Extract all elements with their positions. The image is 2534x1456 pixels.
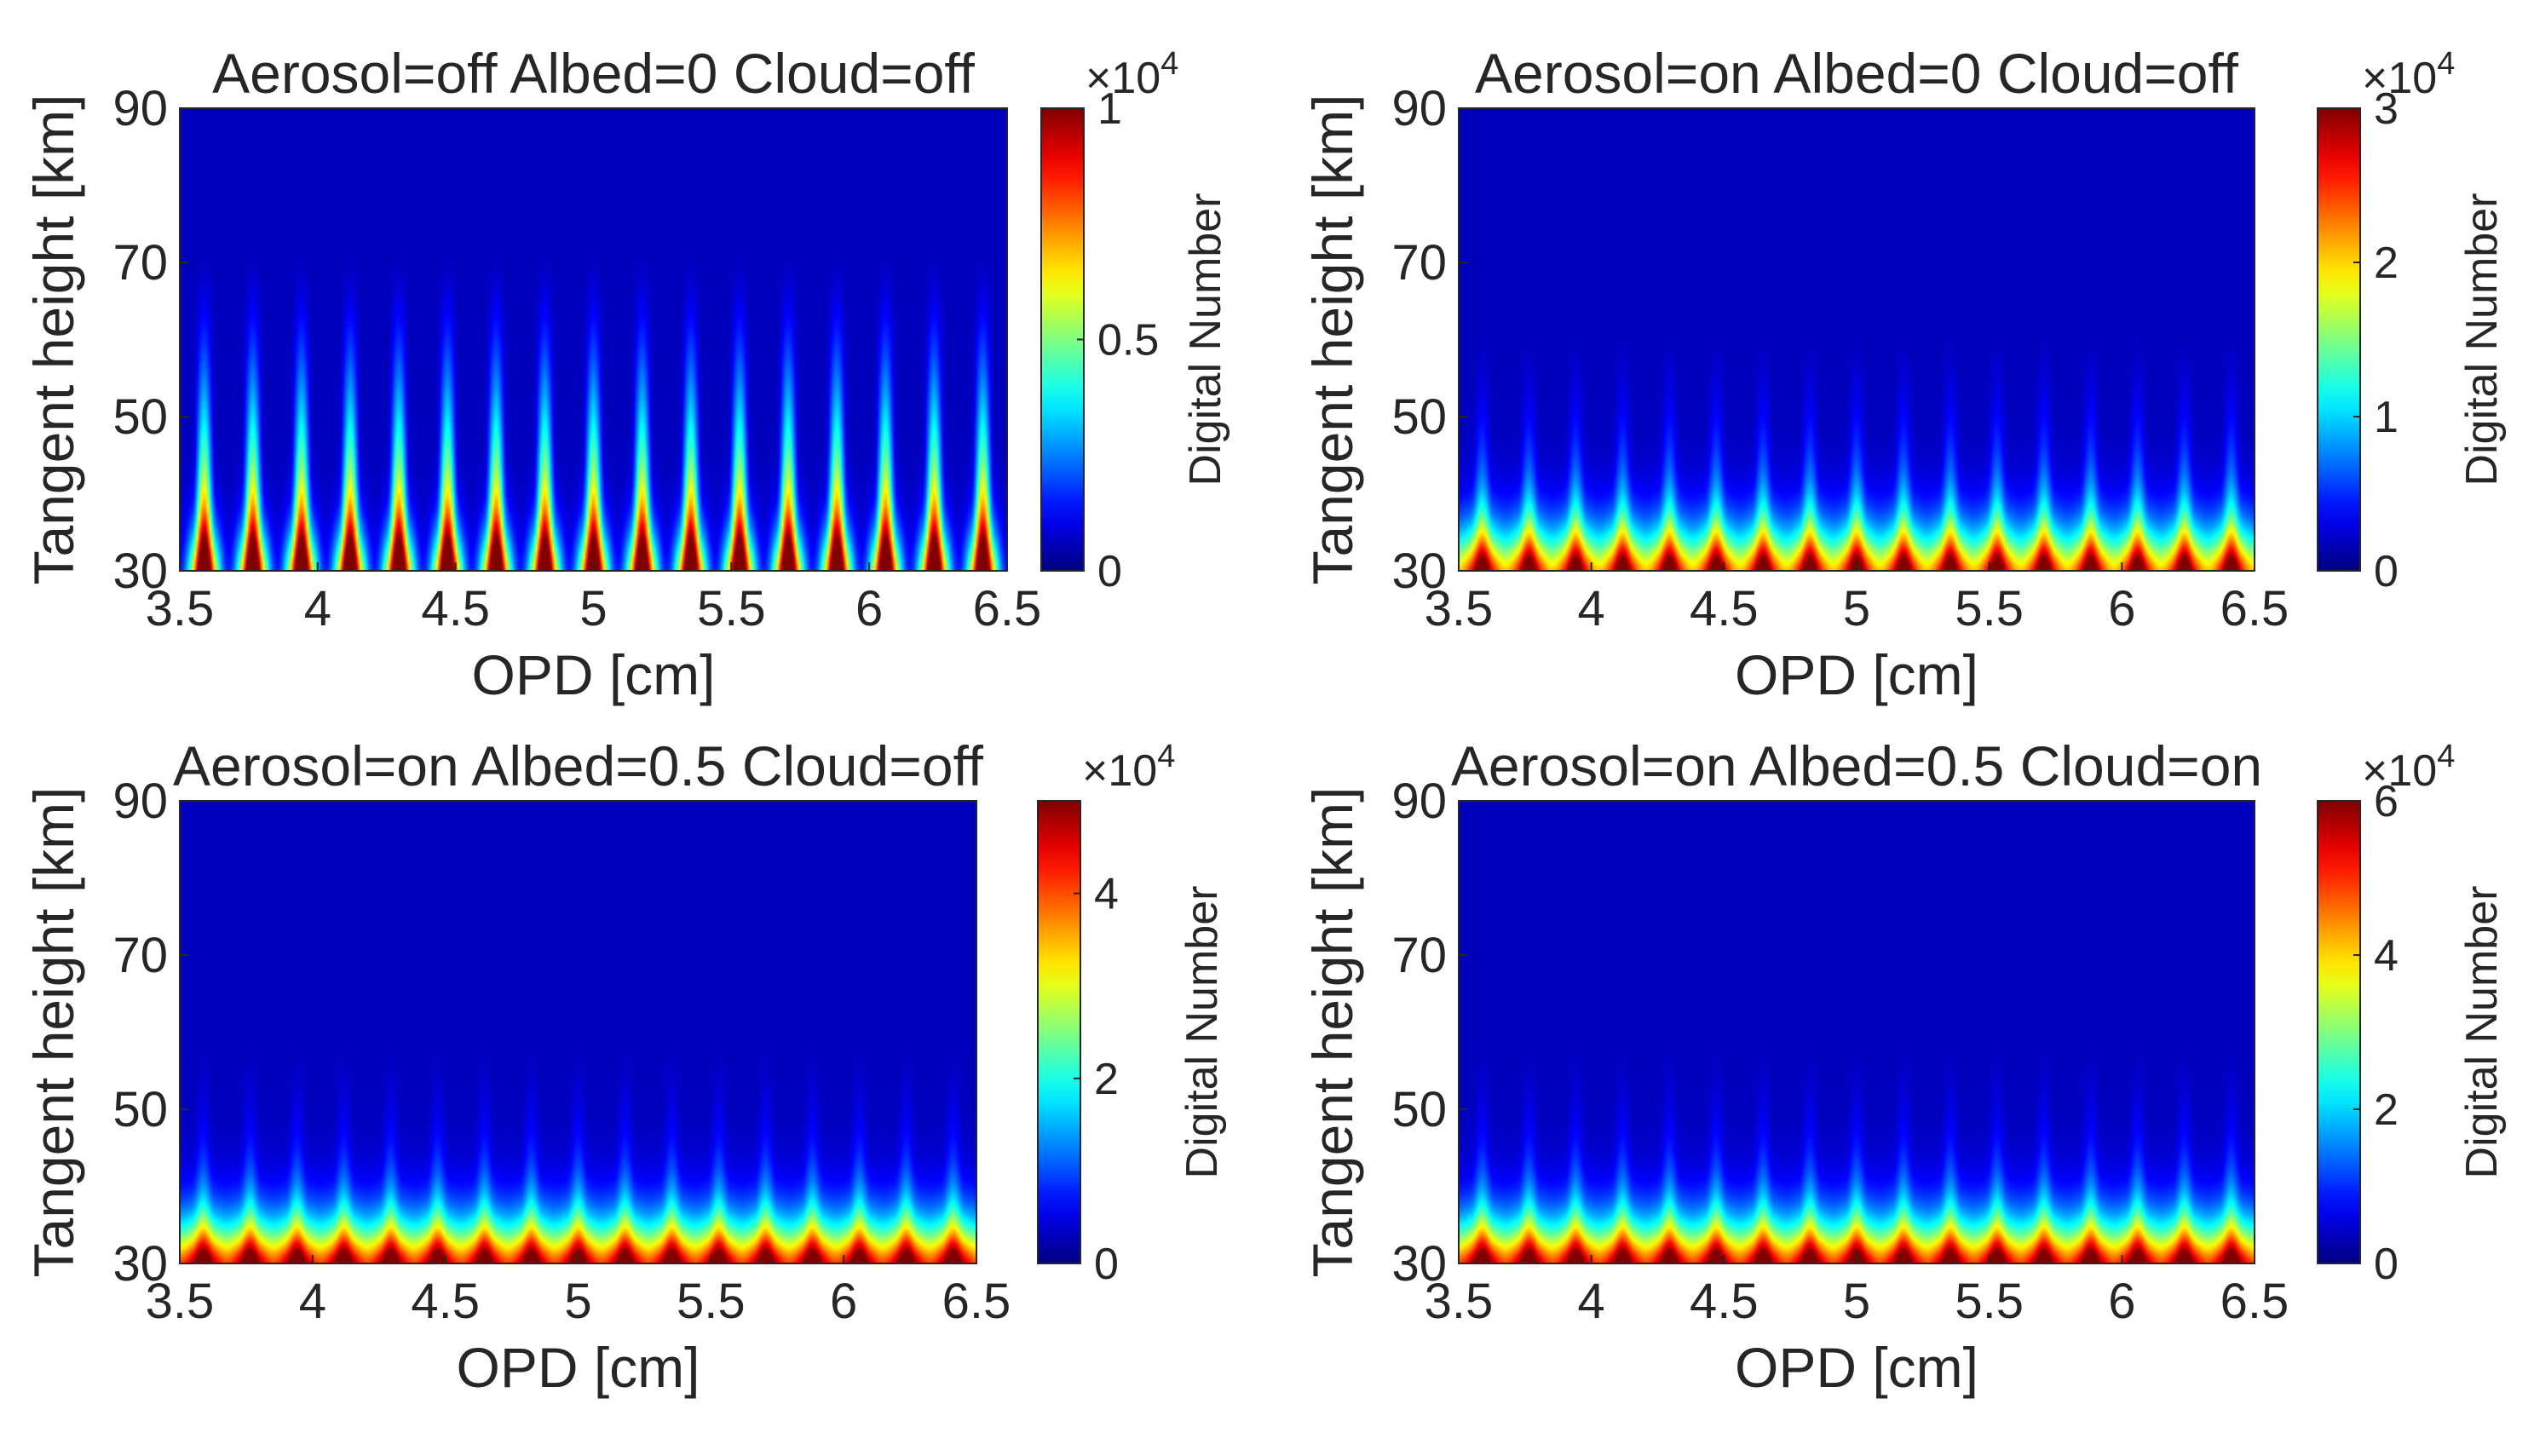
heatmap-image bbox=[180, 801, 976, 1263]
axes-frame bbox=[179, 107, 1008, 572]
y-tick-label: 30 bbox=[112, 544, 168, 599]
colorbar-tick-label: 4 bbox=[1094, 870, 1119, 919]
heatmap-panel-4: Aerosol=on Albed=0.5 Cloud=on 3.5 4 4.5 5 5.5… bbox=[1301, 734, 2507, 1399]
y-tick-label: 90 bbox=[112, 81, 168, 136]
colorbar-tick-label: 1 bbox=[2374, 393, 2399, 442]
panel-title: Aerosol=on Albed=0.5 Cloud=off bbox=[173, 734, 984, 797]
panel-title: Aerosol=off Albed=0 Cloud=off bbox=[212, 42, 975, 105]
heatmap-image bbox=[1459, 801, 2255, 1263]
y-axis-label: Tangent height [km] bbox=[1301, 94, 1364, 584]
axes-frame bbox=[1458, 107, 2255, 572]
y-tick-label: 90 bbox=[112, 774, 168, 829]
colorbar-tick-label: 3 bbox=[2374, 84, 2399, 134]
x-tick-label: 6 bbox=[855, 581, 883, 636]
y-tick-label: 70 bbox=[1391, 235, 1447, 291]
y-axis-label: Tangent height [km] bbox=[22, 94, 85, 584]
colorbar-tick-label: 2 bbox=[1094, 1055, 1119, 1104]
panel-title: Aerosol=on Albed=0.5 Cloud=on bbox=[1451, 734, 2262, 797]
x-tick-label: 5 bbox=[1843, 1274, 1870, 1329]
colorbar-label: Digital Number bbox=[1178, 886, 1227, 1179]
x-tick-label: 6.5 bbox=[2220, 581, 2289, 636]
x-tick-label: 4 bbox=[304, 581, 331, 636]
y-tick-label: 50 bbox=[1391, 1082, 1447, 1137]
panel-title: Aerosol=on Albed=0 Cloud=off bbox=[1475, 42, 2239, 105]
y-tick-label: 70 bbox=[1391, 928, 1447, 983]
y-tick-label: 70 bbox=[112, 928, 168, 983]
colorbar-exponent-label: ×104 bbox=[2362, 739, 2455, 796]
x-tick-label: 4 bbox=[299, 1274, 326, 1329]
colorbar-exponent-label: ×104 bbox=[1086, 46, 1178, 103]
x-axis-label: OPD [cm] bbox=[456, 1336, 700, 1399]
colorbar-tick-label: 0 bbox=[1097, 547, 1122, 596]
x-tick-label: 5.5 bbox=[697, 581, 766, 636]
y-tick-label: 30 bbox=[112, 1236, 168, 1292]
heatmap-panel-1: Aerosol=off Albed=0 Cloud=off 3.5 4 4.5 5 5.5… bbox=[22, 42, 1230, 706]
x-tick-label: 6.5 bbox=[942, 1274, 1011, 1329]
y-tick-label: 30 bbox=[1391, 544, 1447, 599]
colorbar-tick-label: 1 bbox=[1097, 84, 1122, 134]
colorbar bbox=[1040, 107, 1085, 572]
x-tick-label: 6.5 bbox=[2220, 1274, 2289, 1329]
y-tick-label: 90 bbox=[1391, 774, 1447, 829]
x-tick-label: 5.5 bbox=[1955, 581, 2024, 636]
x-tick-label: 4.5 bbox=[421, 581, 490, 636]
x-tick-label: 4.5 bbox=[1690, 581, 1759, 636]
y-tick-label: 50 bbox=[112, 1082, 168, 1137]
colorbar bbox=[1037, 800, 1081, 1264]
colorbar-exponent-label: ×104 bbox=[1082, 739, 1175, 796]
y-tick-label: 50 bbox=[112, 389, 168, 445]
colorbar-exponent-label: ×104 bbox=[2362, 46, 2455, 103]
colorbar-label: Digital Number bbox=[2457, 886, 2507, 1179]
y-tick-label: 50 bbox=[1391, 389, 1447, 445]
x-tick-label: 3.5 bbox=[1425, 581, 1494, 636]
x-tick-label: 4.5 bbox=[411, 1274, 480, 1329]
x-tick-label: 6 bbox=[2108, 1274, 2135, 1329]
colorbar bbox=[2317, 107, 2361, 572]
x-axis-label: OPD [cm] bbox=[471, 643, 715, 706]
x-tick-label: 5.5 bbox=[677, 1274, 746, 1329]
x-tick-label: 5 bbox=[564, 1274, 591, 1329]
colorbar-tick-label: 2 bbox=[2374, 1085, 2399, 1135]
x-tick-label: 6.5 bbox=[973, 581, 1042, 636]
heatmap-panel-3: Aerosol=on Albed=0.5 Cloud=off 3.5 4 4.5 5 5.… bbox=[22, 734, 1227, 1399]
colorbar-tick-label: 2 bbox=[2374, 239, 2399, 288]
axes-frame bbox=[179, 800, 977, 1264]
heatmap-image bbox=[180, 108, 1007, 571]
x-axis-label: OPD [cm] bbox=[1735, 1336, 1978, 1399]
colorbar-tick-label: 0 bbox=[1094, 1240, 1119, 1289]
colorbar-tick-label: 4 bbox=[2374, 931, 2399, 981]
y-tick-label: 90 bbox=[1391, 81, 1447, 136]
x-tick-label: 5.5 bbox=[1955, 1274, 2024, 1329]
colorbar-tick-label: 0 bbox=[2374, 1240, 2399, 1289]
colorbar-label: Digital Number bbox=[2457, 193, 2507, 486]
colorbar-tick-label: 0.5 bbox=[1097, 316, 1159, 365]
x-tick-label: 3.5 bbox=[1425, 1274, 1494, 1329]
y-axis-label: Tangent height [km] bbox=[22, 786, 85, 1277]
heatmap-panel-2: Aerosol=on Albed=0 Cloud=off 3.5 4 4.5 5 5.5 6… bbox=[1301, 42, 2507, 706]
x-tick-label: 6 bbox=[830, 1274, 857, 1329]
x-tick-label: 5 bbox=[579, 581, 607, 636]
x-axis-label: OPD [cm] bbox=[1735, 643, 1978, 706]
heatmap-image bbox=[1459, 108, 2255, 571]
colorbar-tick-label: 0 bbox=[2374, 547, 2399, 596]
x-tick-label: 5 bbox=[1843, 581, 1870, 636]
colorbar bbox=[2317, 800, 2361, 1264]
y-tick-label: 30 bbox=[1391, 1236, 1447, 1292]
y-tick-label: 70 bbox=[112, 235, 168, 291]
x-tick-label: 6 bbox=[2108, 581, 2135, 636]
x-tick-label: 4 bbox=[1578, 1274, 1605, 1329]
x-tick-label: 3.5 bbox=[146, 581, 215, 636]
x-tick-label: 4 bbox=[1578, 581, 1605, 636]
colorbar-tick-label: 6 bbox=[2374, 777, 2399, 826]
axes-frame bbox=[1458, 800, 2255, 1264]
y-axis-label: Tangent height [km] bbox=[1301, 786, 1364, 1277]
x-tick-label: 3.5 bbox=[146, 1274, 215, 1329]
x-tick-label: 4.5 bbox=[1690, 1274, 1759, 1329]
colorbar-label: Digital Number bbox=[1181, 193, 1230, 486]
